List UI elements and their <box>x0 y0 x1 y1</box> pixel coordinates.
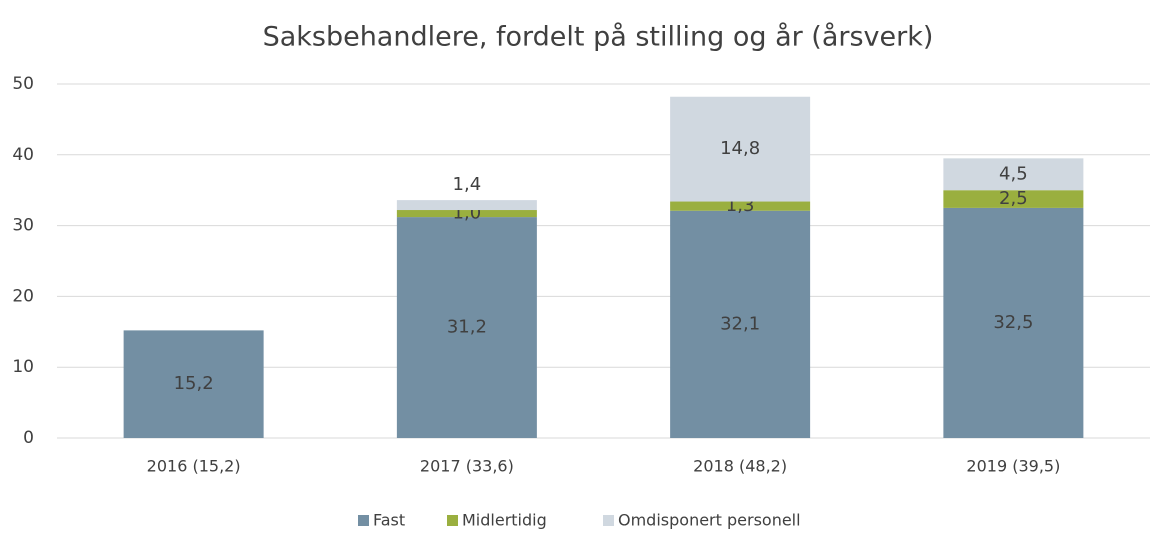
data-label: 2,5 <box>999 188 1028 209</box>
x-tick-label: 2017 (33,6) <box>420 457 514 476</box>
y-tick-label: 20 <box>12 286 34 306</box>
bar-segment <box>396 217 537 438</box>
legend-swatch <box>447 515 458 526</box>
data-label: 4,5 <box>999 163 1028 184</box>
legend-label: Omdisponert personell <box>618 511 801 530</box>
bar-segment <box>943 207 1084 438</box>
y-tick-label: 30 <box>12 216 34 236</box>
data-label: 14,8 <box>720 138 760 159</box>
bar-segment <box>670 201 811 211</box>
data-label: 1,4 <box>453 174 482 195</box>
legend-swatch <box>603 515 614 526</box>
data-label: 31,2 <box>447 317 487 338</box>
data-label: 15,2 <box>174 373 214 394</box>
bar-segment <box>123 330 264 438</box>
data-label: 32,5 <box>993 312 1033 333</box>
legend-swatch <box>358 515 369 526</box>
legend-label: Fast <box>373 511 405 530</box>
x-tick-label: 2019 (39,5) <box>966 457 1060 476</box>
chart-title: Saksbehandlere, fordelt på stilling og å… <box>263 22 934 53</box>
x-tick-label: 2018 (48,2) <box>693 457 787 476</box>
y-tick-label: 0 <box>23 428 34 448</box>
bar-segment <box>670 210 811 438</box>
x-tick-label: 2016 (15,2) <box>147 457 241 476</box>
y-tick-label: 50 <box>12 74 34 94</box>
bar-segment <box>396 200 537 211</box>
data-label: 32,1 <box>720 313 760 334</box>
bar-segment <box>670 96 811 202</box>
bar-segment <box>396 210 537 218</box>
y-tick-label: 40 <box>12 145 34 165</box>
y-tick-label: 10 <box>12 357 34 377</box>
bar-segment <box>943 158 1084 191</box>
legend-label: Midlertidig <box>462 511 547 530</box>
bar-segment <box>943 190 1084 208</box>
